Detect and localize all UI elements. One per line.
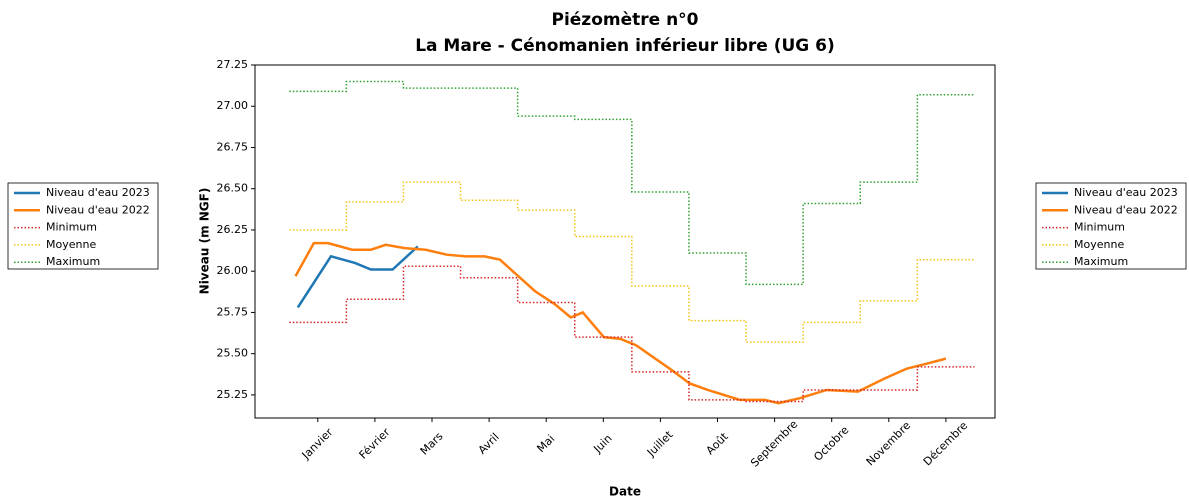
series-line xyxy=(294,241,947,405)
legend-box xyxy=(7,182,159,270)
series-line xyxy=(296,245,419,309)
x-tick-label: Octobre xyxy=(811,423,851,463)
x-tick-label: Septembre xyxy=(748,417,800,469)
x-tick-label: Mars xyxy=(418,430,446,458)
y-tick-label: 26.00 xyxy=(217,264,249,277)
series-line xyxy=(289,265,975,403)
legend-label: Niveau d'eau 2023 xyxy=(46,186,150,199)
y-tick-label: 26.75 xyxy=(217,140,249,153)
plot-frame xyxy=(254,64,996,419)
y-tick-label: 25.50 xyxy=(217,347,249,360)
legend-label: Minimum xyxy=(1074,221,1125,234)
legend: Niveau d'eau 2023 Niveau d'eau 2022 Minimu… xyxy=(1035,182,1187,270)
legend-label: Maximum xyxy=(46,255,100,268)
legend: Niveau d'eau 2023 Niveau d'eau 2022 Minimu… xyxy=(7,182,159,270)
legend-label: Maximum xyxy=(1074,255,1128,268)
series-line xyxy=(289,181,975,343)
x-tick-label: Août xyxy=(704,430,732,458)
legend-label: Moyenne xyxy=(46,238,96,251)
x-tick-label: Juillet xyxy=(644,428,676,460)
y-tick-label: 27.00 xyxy=(217,99,249,112)
series-line xyxy=(289,80,975,286)
legend-label: Moyenne xyxy=(1074,238,1124,251)
legend-box xyxy=(1035,182,1187,270)
x-tick-label: Janvier xyxy=(299,425,336,462)
y-tick-label: 26.25 xyxy=(217,223,249,236)
y-axis-label: Niveau (m NGF) xyxy=(198,188,212,295)
x-tick-label: Février xyxy=(357,425,393,461)
legend-label: Niveau d'eau 2022 xyxy=(46,203,150,216)
legend-label: Niveau d'eau 2023 xyxy=(1074,186,1178,199)
y-tick-label: 26.50 xyxy=(217,182,249,195)
y-tick-label: 27.25 xyxy=(217,58,249,71)
chart-subtitle: La Mare - Cénomanien inférieur libre (UG… xyxy=(415,36,835,56)
chart-title: Piézomètre n°0 xyxy=(551,10,698,30)
x-axis-label: Date xyxy=(609,485,641,499)
x-tick-label: Mai xyxy=(534,432,557,455)
x-tick-label: Avril xyxy=(476,431,502,457)
y-tick-label: 25.75 xyxy=(217,305,249,318)
x-tick-label: Décembre xyxy=(921,419,971,469)
x-tick-label: Novembre xyxy=(864,419,914,469)
legend-label: Niveau d'eau 2022 xyxy=(1074,203,1178,216)
y-tick-label: 25.25 xyxy=(217,388,249,401)
x-tick-label: Juin xyxy=(590,432,614,456)
legend-label: Minimum xyxy=(46,221,97,234)
